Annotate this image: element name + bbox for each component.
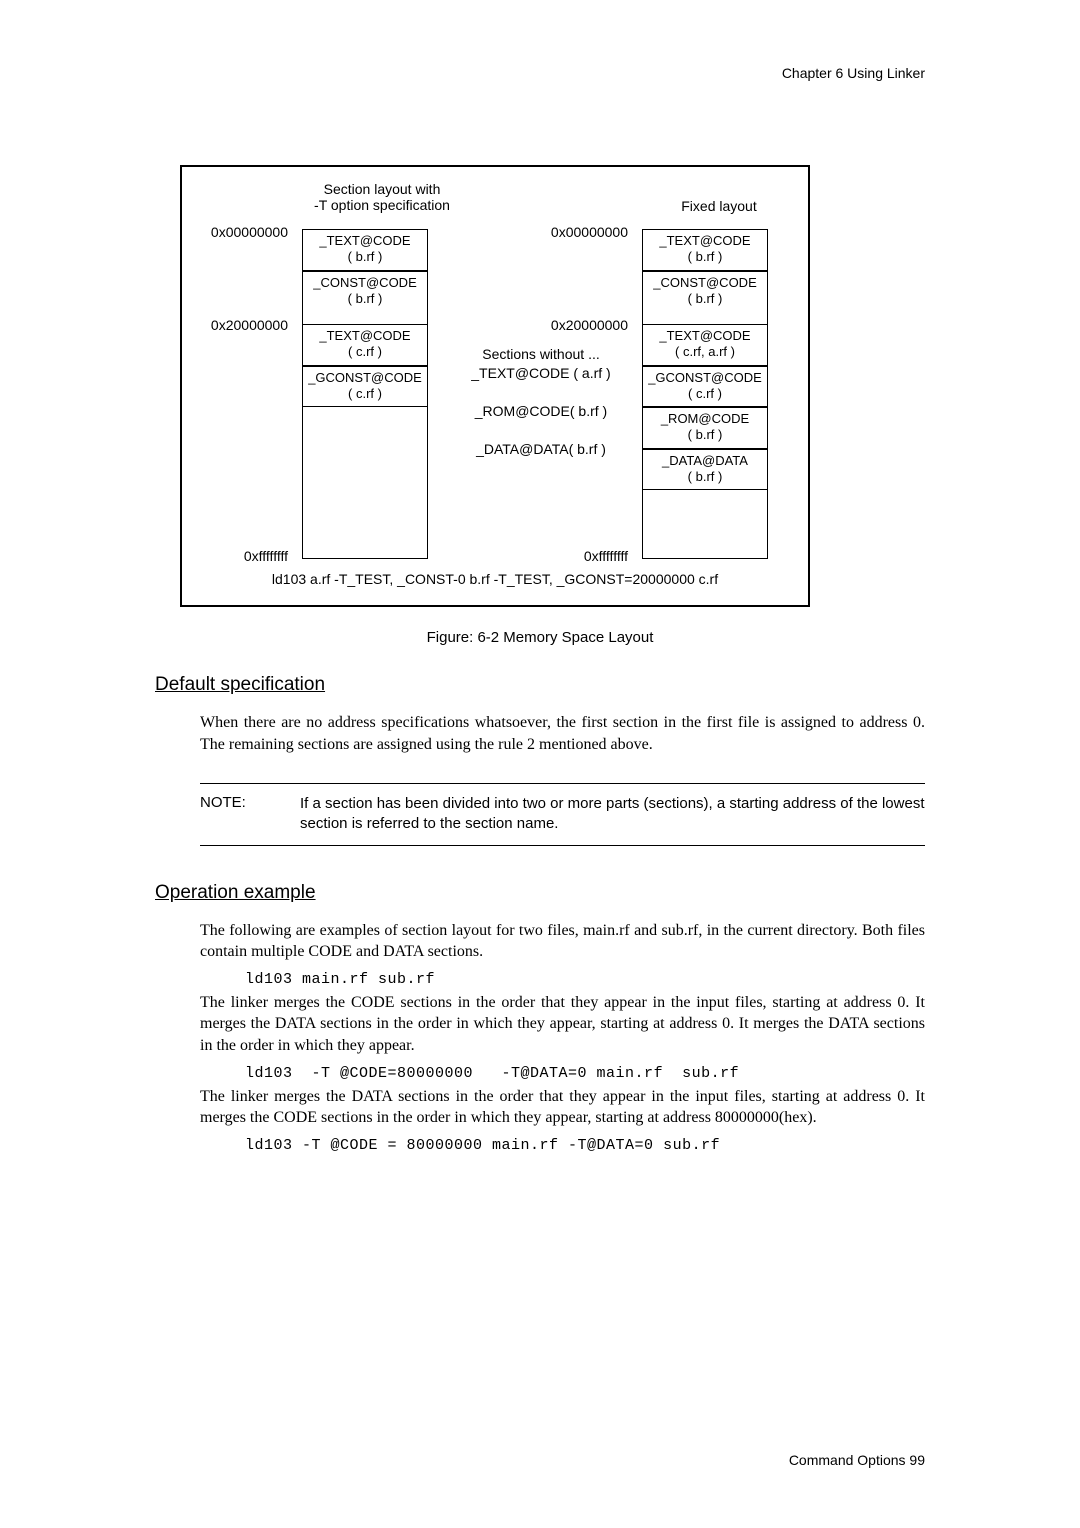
code-line-3: ld103 -T @CODE = 80000000 main.rf -T@DAT…	[245, 1137, 925, 1154]
right-col-title: Fixed layout	[654, 198, 784, 214]
cell-text: _TEXT@CODE	[659, 328, 750, 343]
note-label: NOTE:	[200, 794, 300, 835]
left-sect-1: _CONST@CODE ( b.rf )	[303, 271, 427, 312]
figure-diagram: Section layout with -T option specificat…	[192, 181, 798, 561]
mid-l2: _TEXT@CODE ( a.rf )	[456, 365, 626, 381]
op-para2: The linker merges the CODE sections in t…	[200, 992, 925, 1057]
cell-sub: ( c.rf, a.rf )	[675, 344, 735, 359]
gap	[643, 311, 767, 324]
cell-sub: ( b.rf )	[688, 469, 723, 484]
heading-operation-example: Operation example	[155, 882, 925, 904]
right-sect-3: _GCONST@CODE ( c.rf )	[643, 366, 767, 408]
figure-6-2: Section layout with -T option specificat…	[180, 165, 810, 607]
left-col-title-line2: -T option specification	[314, 197, 450, 213]
code-line-1: ld103 main.rf sub.rf	[245, 971, 925, 988]
heading-default-specification: Default specification	[155, 674, 925, 696]
addr-right-bot: 0xffffffff	[584, 548, 628, 564]
left-col-title-line1: Section layout with	[324, 181, 441, 197]
left-sect-0: _TEXT@CODE ( b.rf )	[303, 230, 427, 271]
cell-text: _TEXT@CODE	[659, 233, 750, 248]
addr-left-top: 0x00000000	[211, 224, 288, 240]
cell-text: _DATA@DATA	[662, 453, 748, 468]
default-spec-para: When there are no address specifications…	[200, 712, 925, 755]
cell-text: _CONST@CODE	[313, 275, 417, 290]
left-col-title: Section layout with -T option specificat…	[302, 181, 462, 213]
cell-text: _ROM@CODE	[661, 411, 749, 426]
cell-text: _CONST@CODE	[653, 275, 757, 290]
figure-caption: Figure: 6-2 Memory Space Layout	[155, 629, 925, 646]
cell-sub: ( b.rf )	[688, 249, 723, 264]
addr-right-top: 0x00000000	[551, 224, 628, 240]
left-sect-2: _TEXT@CODE ( c.rf )	[303, 324, 427, 366]
gap	[303, 311, 427, 324]
cell-sub: ( b.rf )	[348, 249, 383, 264]
cell-sub: ( b.rf )	[688, 291, 723, 306]
note-block: NOTE: If a section has been divided into…	[200, 783, 925, 846]
op-para1: The following are examples of section la…	[200, 920, 925, 963]
page-footer: Command Options 99	[789, 1452, 925, 1468]
mid-l1: Sections without ...	[456, 346, 626, 362]
left-memory-column: _TEXT@CODE ( b.rf ) _CONST@CODE ( b.rf )…	[302, 229, 428, 559]
figure-command-line: ld103 a.rf -T_TEST, _CONST-0 b.rf -T_TES…	[192, 571, 798, 587]
cell-text: _TEXT@CODE	[319, 328, 410, 343]
cell-text: _GCONST@CODE	[648, 370, 762, 385]
left-sect-3: _GCONST@CODE ( c.rf )	[303, 366, 427, 408]
cell-sub: ( c.rf )	[348, 386, 382, 401]
right-memory-column: _TEXT@CODE ( b.rf ) _CONST@CODE ( b.rf )…	[642, 229, 768, 559]
cell-sub: ( c.rf )	[688, 386, 722, 401]
cell-sub: ( b.rf )	[688, 427, 723, 442]
right-sect-0: _TEXT@CODE ( b.rf )	[643, 230, 767, 271]
addr-left-bot: 0xffffffff	[244, 548, 288, 564]
cell-text: _GCONST@CODE	[308, 370, 422, 385]
code-line-2: ld103 -T @CODE=80000000 -T@DATA=0 main.r…	[245, 1065, 925, 1082]
note-text: If a section has been divided into two o…	[300, 794, 925, 835]
mid-labels: Sections without ... _TEXT@CODE ( a.rf )…	[456, 346, 626, 457]
cell-sub: ( c.rf )	[348, 344, 382, 359]
mid-l3: _ROM@CODE( b.rf )	[456, 403, 626, 419]
right-sect-1: _CONST@CODE ( b.rf )	[643, 271, 767, 312]
right-sect-2: _TEXT@CODE ( c.rf, a.rf )	[643, 324, 767, 366]
right-sect-4: _ROM@CODE ( b.rf )	[643, 407, 767, 449]
right-sect-5: _DATA@DATA ( b.rf )	[643, 449, 767, 491]
addr-right-mid: 0x20000000	[551, 317, 628, 333]
cell-sub: ( b.rf )	[348, 291, 383, 306]
mid-l4: _DATA@DATA( b.rf )	[456, 441, 626, 457]
op-para3: The linker merges the DATA sections in t…	[200, 1086, 925, 1129]
chapter-header: Chapter 6 Using Linker	[782, 65, 925, 81]
addr-left-mid: 0x20000000	[211, 317, 288, 333]
cell-text: _TEXT@CODE	[319, 233, 410, 248]
